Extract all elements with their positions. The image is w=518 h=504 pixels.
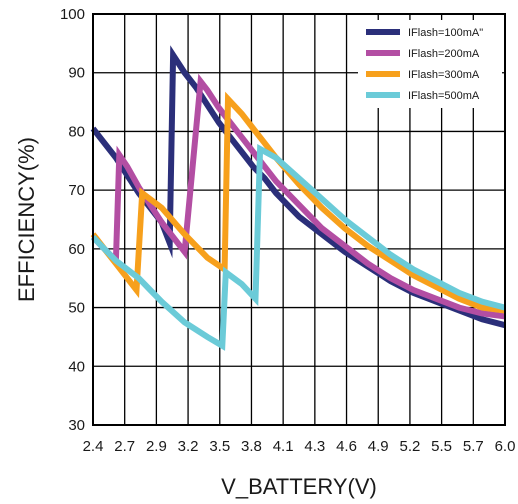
y-tick-label: 100 xyxy=(60,6,85,23)
legend-label: IFlash=500mA xyxy=(408,90,480,102)
y-tick-label: 80 xyxy=(68,123,85,140)
series-lines xyxy=(90,45,506,351)
series-line-4 xyxy=(90,144,506,351)
y-tick-label: 50 xyxy=(68,300,85,317)
x-tick-label: 4.3 xyxy=(304,438,325,455)
y-tick-labels: 30 40 50 60 70 80 90 100 xyxy=(60,6,85,434)
x-tick-label: 2.9 xyxy=(146,438,167,455)
x-axis-title: V_BATTERY(V) xyxy=(221,474,377,499)
x-tick-label: 6.0 xyxy=(495,438,516,455)
x-tick-label: 4.9 xyxy=(368,438,389,455)
y-tick-label: 70 xyxy=(68,182,85,199)
x-tick-label: 2.7 xyxy=(114,438,135,455)
y-tick-label: 30 xyxy=(68,417,85,434)
y-tick-label: 90 xyxy=(68,65,85,82)
y-tick-label: 60 xyxy=(68,241,85,258)
x-tick-labels: 2.4 2.7 2.9 3.2 3.5 3.8 4.1 4.3 4.6 4.9 5.2 5.5 5.7 6… xyxy=(83,438,516,455)
legend-label: IFlash=100mA" xyxy=(408,27,483,39)
legend-label: IFlash=300mA xyxy=(408,69,480,81)
x-tick-label: 5.7 xyxy=(463,438,484,455)
x-tick-label: 3.8 xyxy=(241,438,262,455)
x-tick-label: 2.4 xyxy=(83,438,104,455)
x-tick-label: 3.2 xyxy=(178,438,199,455)
y-axis-title: EFFICIENCY(%) xyxy=(14,137,39,302)
legend-label: IFlash=200mA xyxy=(408,48,480,60)
y-tick-label: 40 xyxy=(68,358,85,375)
x-tick-label: 4.6 xyxy=(336,438,357,455)
x-tick-label: 4.1 xyxy=(273,438,294,455)
x-tick-label: 5.2 xyxy=(399,438,420,455)
series-line-2 xyxy=(90,73,506,320)
plot-frame xyxy=(92,13,506,426)
series-line-3 xyxy=(90,91,506,314)
x-tick-label: 3.5 xyxy=(209,438,230,455)
legend: IFlash=100mA" IFlash=200mA IFlash=300mA IFl… xyxy=(358,20,502,108)
x-tick-label: 5.5 xyxy=(431,438,452,455)
